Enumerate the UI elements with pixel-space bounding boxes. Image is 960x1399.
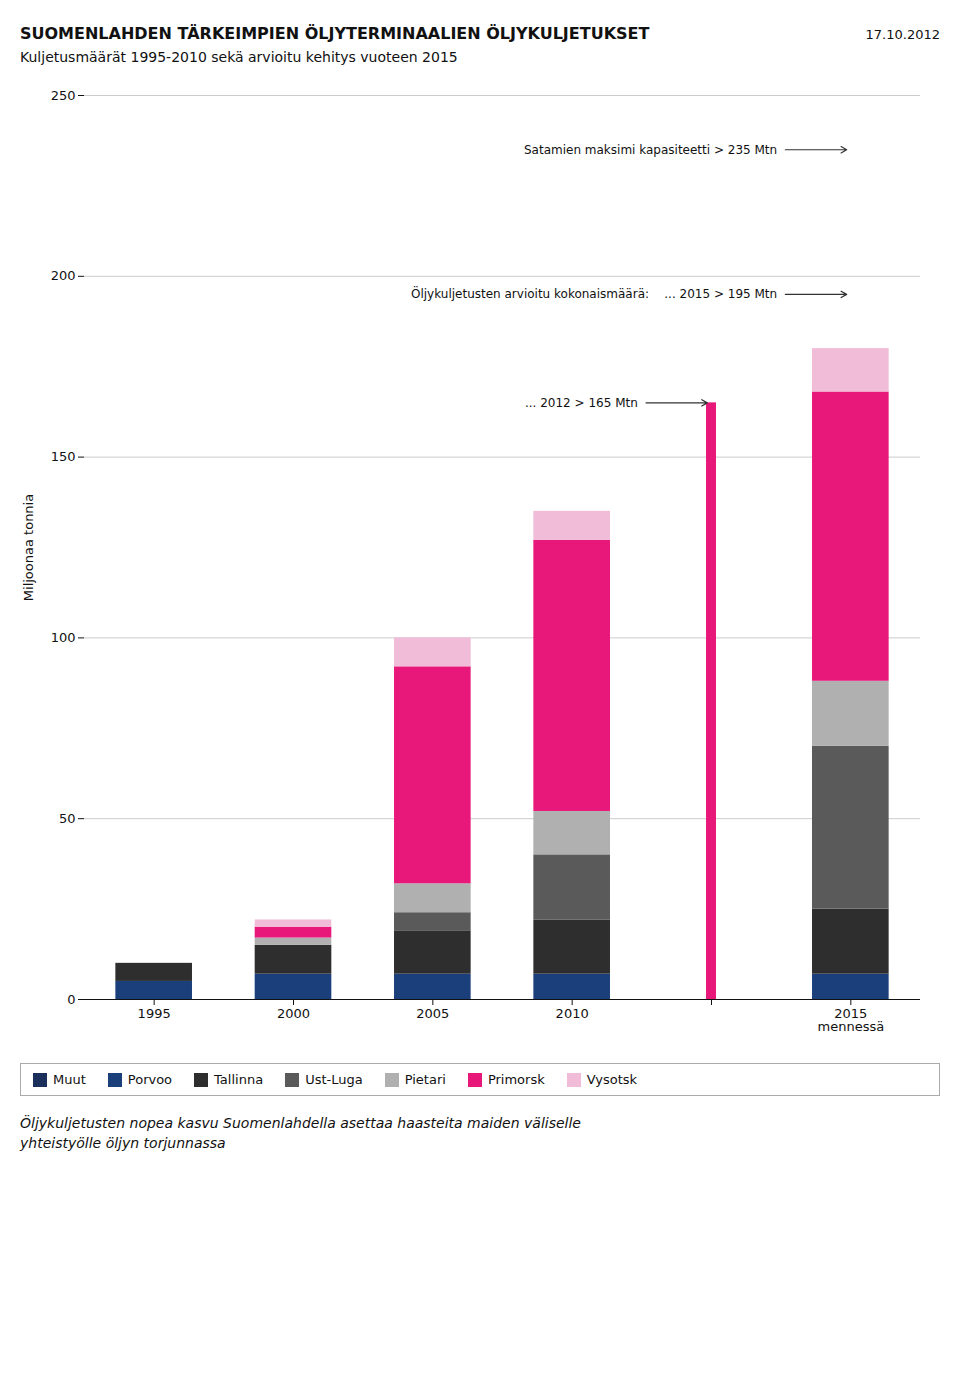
svg-text:1995: 1995: [138, 1006, 171, 1021]
svg-text:2010: 2010: [556, 1006, 589, 1021]
html-text:Primorsk: Primorsk: [487, 1072, 545, 1087]
html-text:Pietari: Pietari: [404, 1072, 446, 1087]
html-text:Kuljetusmäärät 1995-2010 sekä: Kuljetusmäärät 1995-2010 sekä arvioitu k…: [20, 49, 458, 65]
html-text:Tallinna: Tallinna: [214, 1072, 264, 1087]
svg-text:2005: 2005: [416, 1006, 449, 1021]
svg-text:2000: 2000: [277, 1006, 310, 1021]
svg-text:2015mennessä: 2015mennessä: [818, 1006, 885, 1034]
svg-text:0: 0: [67, 992, 75, 1007]
html-text:Ust-Luga: Ust-Luga: [305, 1072, 363, 1087]
html-text:Vysotsk: Vysotsk: [586, 1072, 638, 1087]
html-text:Muut: Muut: [53, 1072, 86, 1087]
html-text:SUOMENLAHDEN TÄRKEIMPIEN ÖLJYT: SUOMENLAHDEN TÄRKEIMPIEN ÖLJYTERMINAALIE…: [20, 24, 650, 43]
html-text:17.10.2012: 17.10.2012: [865, 27, 940, 42]
html-text:Porvoo: Porvoo: [127, 1072, 173, 1087]
svg-text:Satamien maksimi kapasiteetti: Satamien maksimi kapasiteetti > 235 Mtn: [524, 143, 777, 157]
svg-text:... 2012 > 165 Mtn: ... 2012 > 165 Mtn: [525, 396, 638, 410]
svg-text:50: 50: [59, 811, 76, 826]
svg-text:250: 250: [51, 88, 76, 103]
svg-text:100: 100: [51, 630, 76, 645]
html-text:Öljykuljetusten nopea kasvu Su: Öljykuljetusten nopea kasvu Suomenlahdel…: [20, 1115, 581, 1151]
svg-text:150: 150: [51, 449, 76, 464]
svg-text:200: 200: [51, 268, 76, 283]
svg-text:Miljoonaa tonnia: Miljoonaa tonnia: [21, 494, 36, 601]
svg-text:Öljykuljetusten arvioitu kokon: Öljykuljetusten arvioitu kokonaismäärä: …: [411, 285, 777, 301]
